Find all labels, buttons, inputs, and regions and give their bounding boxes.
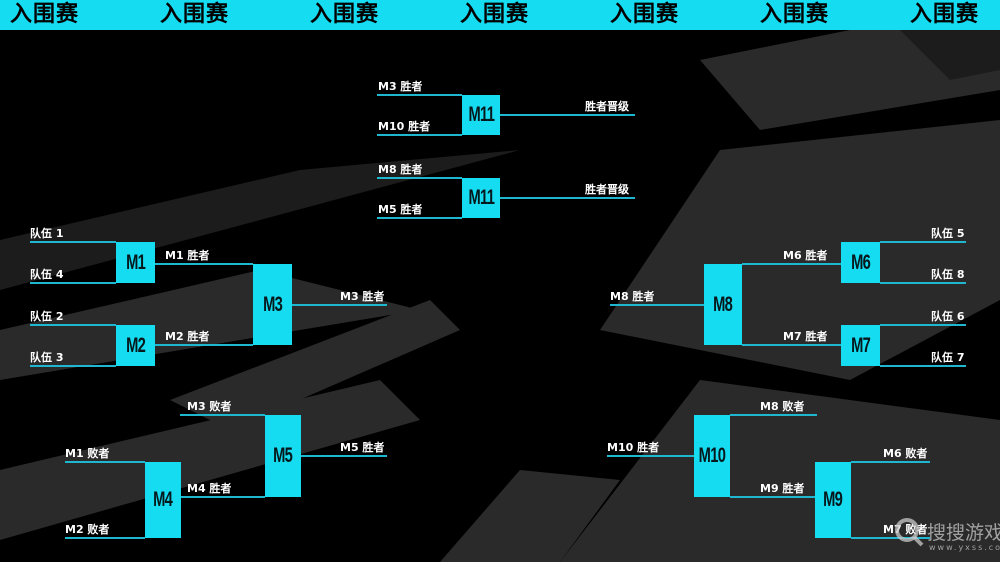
match-label: M9	[823, 488, 843, 511]
bracket-line	[730, 496, 815, 498]
match-box-m4: M4	[145, 462, 181, 538]
slot-label: M8 胜者	[610, 290, 655, 303]
slot-label: M10 胜者	[378, 120, 431, 133]
bracket-line	[65, 461, 145, 463]
match-label: M11	[468, 186, 494, 209]
watermark: 搜搜游戏 www.yxss.com	[893, 516, 1000, 552]
bracket-line	[377, 134, 462, 136]
bracket-line	[30, 282, 116, 284]
slot-label: M9 胜者	[760, 482, 805, 495]
match-box-m6: M6	[841, 242, 880, 283]
bracket-line	[181, 496, 265, 498]
banner-title: 入围赛	[310, 2, 380, 27]
slot-label: M3 胜者	[378, 80, 423, 93]
slot-label: M8 胜者	[378, 163, 423, 176]
bracket-line	[500, 114, 635, 116]
match-box-m2: M2	[116, 325, 155, 366]
bracket-line	[742, 344, 841, 346]
banner-title: 入围赛	[10, 2, 80, 27]
watermark-name: 搜搜游戏	[927, 522, 1000, 544]
bracket-line	[500, 197, 635, 199]
bracket-line	[180, 414, 265, 416]
match-box-m7: M7	[841, 325, 880, 366]
bracket-line	[30, 324, 116, 326]
bracket-line	[607, 455, 694, 457]
match-box-m9: M9	[815, 462, 851, 538]
slot-label: M5 胜者	[340, 441, 385, 454]
slot-label: 队伍 6	[931, 310, 965, 323]
slot-label: M4 胜者	[187, 482, 232, 495]
match-label: M10	[698, 444, 726, 467]
bracket-line	[292, 304, 387, 306]
slot-label: M1 败者	[65, 447, 110, 460]
bracket-line	[155, 263, 253, 265]
slot-label: 队伍 4	[30, 268, 64, 281]
slot-label: 队伍 7	[931, 351, 965, 364]
slot-label: 队伍 1	[30, 227, 64, 240]
magnifier-logo-icon	[895, 518, 924, 547]
slot-label: 队伍 3	[30, 351, 64, 364]
match-label: M7	[850, 333, 871, 357]
slot-label: M8 败者	[760, 400, 805, 413]
match-box-m11: M11	[462, 178, 500, 218]
bracket-line	[880, 324, 966, 326]
match-label: M5	[273, 444, 293, 467]
bracket-line	[155, 344, 253, 346]
match-label: M3	[262, 292, 283, 316]
slot-label: M6 胜者	[783, 249, 828, 262]
match-box-m5: M5	[265, 415, 301, 497]
slot-label: M7 胜者	[783, 330, 828, 343]
match-label: M6	[850, 250, 871, 274]
bracket-line	[851, 537, 930, 539]
match-box-m11: M11	[462, 95, 500, 135]
bracket-line	[301, 455, 387, 457]
match-label: M1	[125, 250, 146, 274]
bracket-line	[65, 537, 145, 539]
match-label: M8	[713, 292, 733, 316]
banner-title: 入围赛	[910, 2, 980, 27]
slot-label: M2 胜者	[165, 330, 210, 343]
bracket-line	[377, 177, 462, 179]
bracket-line	[851, 461, 930, 463]
bracket-line	[742, 263, 841, 265]
bracket-line	[880, 282, 966, 284]
match-label: M11	[468, 103, 494, 126]
match-box-m8: M8	[704, 264, 742, 345]
match-box-m1: M1	[116, 242, 155, 283]
banner-title: 入围赛	[460, 2, 530, 27]
slot-label: M5 胜者	[378, 203, 423, 216]
slot-label: 胜者晋级	[585, 100, 629, 113]
slot-label: 队伍 8	[931, 268, 965, 281]
slot-label: M3 败者	[187, 400, 232, 413]
watermark-url: www.yxss.com	[929, 543, 1000, 552]
banner-title: 入围赛	[610, 2, 680, 27]
banner-title: 入围赛	[160, 2, 230, 27]
banner: 入围赛 入围赛 入围赛 入围赛 入围赛 入围赛 入围赛	[0, 0, 1000, 30]
match-label: M4	[153, 488, 173, 511]
slot-label: M6 败者	[883, 447, 928, 460]
match-box-m3: M3	[253, 264, 292, 345]
match-label: M2	[125, 333, 146, 357]
banner-title: 入围赛	[760, 2, 830, 27]
bracket-line	[880, 241, 966, 243]
bracket-line	[880, 365, 966, 367]
slot-label: M2 败者	[65, 523, 110, 536]
slot-label: M1 胜者	[165, 249, 210, 262]
slot-label: M3 胜者	[340, 290, 385, 303]
bracket-line	[30, 365, 116, 367]
bracket-line	[730, 414, 817, 416]
match-box-m10: M10	[694, 415, 730, 497]
bracket-line	[30, 241, 116, 243]
slot-label: 胜者晋级	[585, 183, 629, 196]
slot-label: 队伍 2	[30, 310, 64, 323]
slot-label: M10 胜者	[607, 441, 660, 454]
slot-label: 队伍 5	[931, 227, 965, 240]
bracket-line	[377, 94, 462, 96]
bracket-line	[377, 217, 462, 219]
bracket-line	[610, 304, 704, 306]
